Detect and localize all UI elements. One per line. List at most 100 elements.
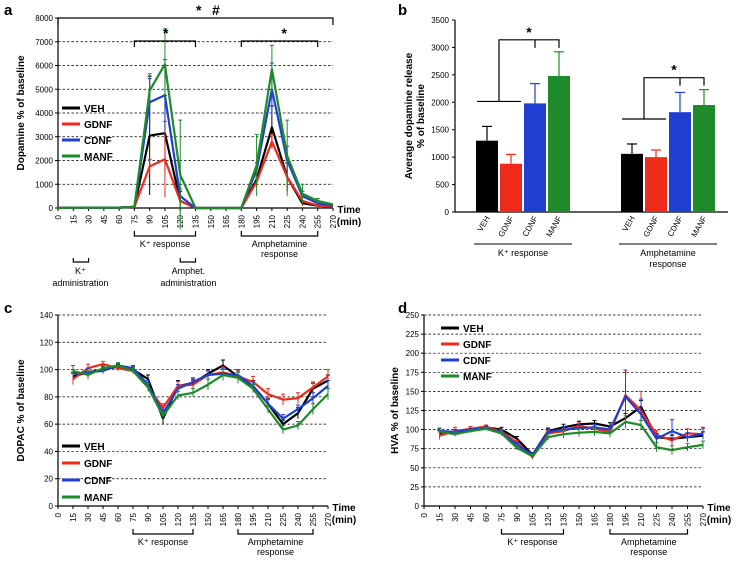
x-tick-label: 45 [100, 214, 109, 223]
x-axis-label: (min) [707, 515, 731, 526]
series-cdnf [437, 369, 705, 458]
y-tick-label: 120 [40, 338, 54, 347]
y-tick-label: 2000 [431, 98, 449, 107]
x-tick-label: 30 [85, 214, 94, 223]
y-tick-label: 75 [410, 445, 419, 454]
series-gdnf [437, 371, 705, 460]
x-tick-label: 195 [622, 512, 631, 526]
bar-label: VEH [476, 214, 492, 233]
series-cdnf [71, 362, 330, 423]
y-tick-label: 250 [406, 311, 420, 320]
series-line-manf [439, 420, 704, 458]
legend-label-manf: MANF [84, 152, 113, 163]
x-tick-label: 240 [298, 214, 307, 228]
y-tick-label: 140 [40, 311, 54, 320]
x-tick-label: 240 [668, 512, 677, 526]
bar-label: GDNF [497, 214, 516, 238]
top-star: * [196, 2, 202, 18]
x-tick-label: 180 [237, 214, 246, 228]
x-tick-label: 75 [130, 214, 139, 223]
x-axis-label: Time [337, 205, 361, 216]
y-tick-label: 100 [406, 426, 420, 435]
y-tick-label: 200 [406, 349, 420, 358]
x-tick-label: 60 [482, 512, 491, 521]
amph-admin-label: Amphet. [172, 266, 206, 276]
bar-label: CDNF [666, 214, 685, 238]
x-tick-label: 75 [129, 512, 138, 521]
y-tick-label: 150 [406, 387, 420, 396]
y-tick-label: 40 [44, 447, 53, 456]
sig-bracket [498, 39, 560, 102]
y-tick-label: 50 [410, 464, 419, 473]
y-tick-label: 100 [40, 366, 54, 375]
amph-admin-label: administration [160, 278, 216, 288]
x-tick-label: 0 [420, 512, 429, 517]
k-response-bracket [500, 529, 565, 535]
x-tick-label: 195 [253, 214, 262, 228]
x-tick-label: 210 [268, 214, 277, 228]
panel-label: d [398, 300, 407, 317]
x-tick-label: 255 [684, 512, 693, 526]
y-tick-label: 175 [406, 368, 420, 377]
x-tick-label: 0 [54, 512, 63, 517]
x-tick-label: 150 [575, 512, 584, 526]
k-response-bracket [133, 231, 197, 237]
legend-label-gdnf: GDNF [84, 120, 112, 131]
bar-gdnf [645, 157, 667, 212]
x-tick-label: 105 [159, 512, 168, 526]
y-tick-label: 4000 [35, 109, 53, 118]
bar-manf [548, 75, 570, 212]
y-axis-label: HVA % of baseline [390, 367, 401, 454]
x-tick-label: 180 [606, 512, 615, 526]
y-tick-label: 1000 [35, 180, 53, 189]
x-tick-label: 135 [192, 214, 201, 228]
y-tick-label: 2000 [35, 157, 53, 166]
x-tick-label: 180 [234, 512, 243, 526]
x-axis-label: Time [332, 503, 356, 514]
bar-veh [621, 153, 643, 212]
series-line-manf [72, 364, 329, 431]
x-tick-label: 270 [324, 512, 333, 526]
x-tick-label: 270 [699, 512, 708, 526]
legend-label-manf: MANF [463, 372, 492, 383]
y-tick-label: 20 [44, 475, 53, 484]
group-label: Amphetamine [640, 248, 696, 258]
y-tick-label: 80 [44, 393, 53, 402]
x-tick-label: 45 [99, 512, 108, 521]
y-axis-label: DOPAC % of baseline [16, 359, 27, 461]
series-manf [71, 362, 330, 434]
amph-response-bracket [609, 529, 689, 535]
top-bracket [57, 17, 334, 25]
amph-admin-bracket [179, 258, 197, 263]
x-tick-label: 210 [264, 512, 273, 526]
x-tick-label: 60 [114, 512, 123, 521]
series-line-cdnf [72, 364, 329, 420]
legend-label-veh: VEH [84, 104, 105, 115]
sig-star: * [671, 62, 677, 78]
amph-star-bracket [240, 40, 319, 47]
x-axis-label: Time [707, 503, 731, 514]
x-tick-label: 150 [207, 214, 216, 228]
y-tick-label: 60 [44, 420, 53, 429]
amph-star: * [282, 25, 288, 41]
x-tick-label: 105 [529, 512, 538, 526]
legend-label-cdnf: CDNF [84, 136, 112, 147]
series-manf [437, 415, 705, 459]
y-tick-label: 0 [445, 208, 450, 217]
y-tick-label: 3000 [35, 133, 53, 142]
legend: VEH GDNF CDNF MANF [62, 104, 113, 163]
x-tick-label: 135 [189, 512, 198, 526]
legend-label-manf: MANF [84, 493, 113, 504]
series-line-gdnf [72, 363, 329, 409]
x-tick-label: 15 [436, 512, 445, 521]
k-response-label: K⁺ response [140, 239, 190, 249]
legend: VEH GDNF CDNF MANF [62, 442, 113, 504]
x-tick-label: 30 [84, 512, 93, 521]
group-label: response [649, 259, 686, 269]
y-tick-label: 5000 [35, 85, 53, 94]
x-tick-label: 255 [314, 214, 323, 228]
x-tick-label: 120 [544, 512, 553, 526]
bar-veh [476, 140, 498, 212]
top-hash: # [212, 2, 220, 18]
